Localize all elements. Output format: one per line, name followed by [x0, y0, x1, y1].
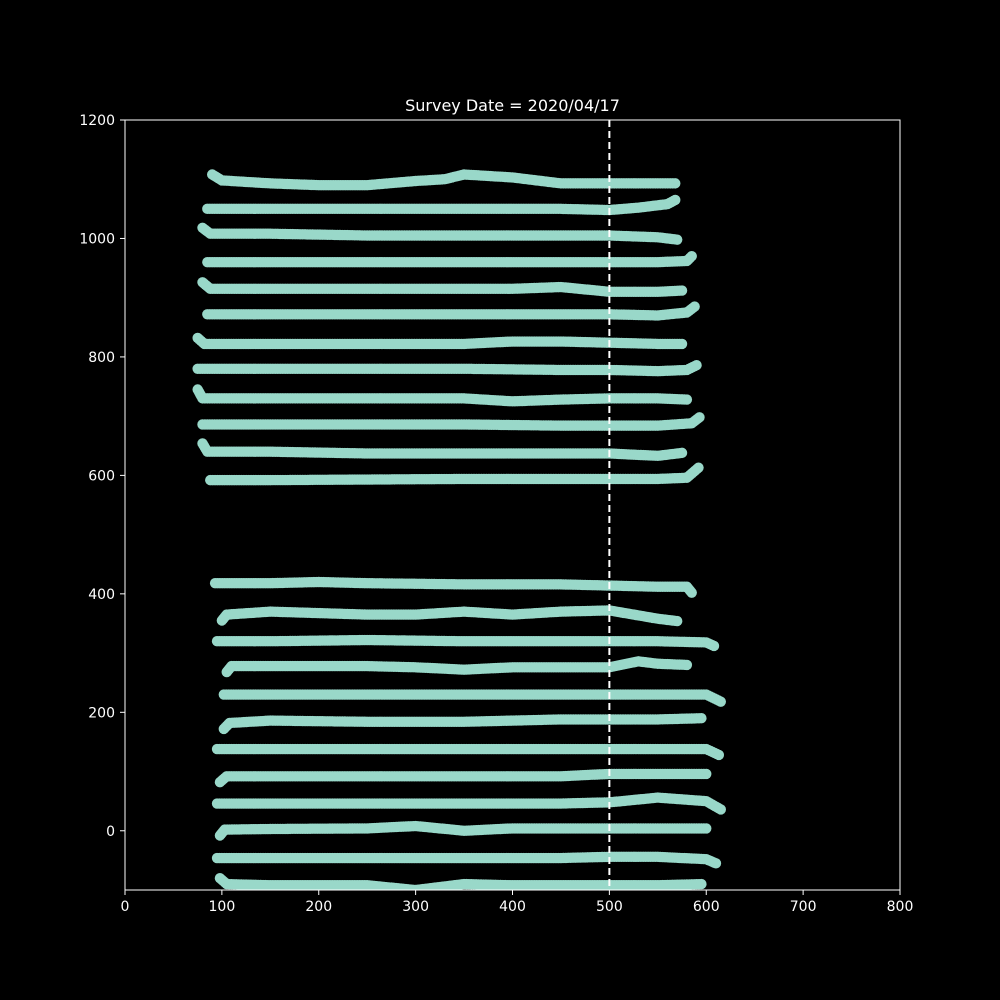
- data-point: [714, 750, 724, 760]
- data-point: [709, 641, 719, 651]
- x-tick-label: 500: [596, 899, 623, 915]
- data-point: [677, 285, 687, 295]
- y-tick-label: 1200: [79, 113, 115, 129]
- data-point: [696, 713, 706, 723]
- x-tick-label: 100: [209, 899, 236, 915]
- data-point: [701, 769, 711, 779]
- chart-title: Survey Date = 2020/04/17: [405, 96, 620, 115]
- y-tick-label: 0: [106, 824, 115, 840]
- data-point: [694, 412, 704, 422]
- y-tick-label: 400: [88, 587, 115, 603]
- data-point: [687, 251, 697, 261]
- data-point: [677, 339, 687, 349]
- data-point: [696, 879, 706, 889]
- data-point: [672, 234, 682, 244]
- data-point: [691, 360, 701, 370]
- x-tick-label: 300: [402, 899, 429, 915]
- data-point: [716, 696, 726, 706]
- data-point: [716, 804, 726, 814]
- x-tick-label: 0: [121, 899, 130, 915]
- data-point: [682, 394, 692, 404]
- data-point: [682, 660, 692, 670]
- y-tick-label: 800: [88, 350, 115, 366]
- x-tick-label: 700: [790, 899, 817, 915]
- y-tick-label: 1000: [79, 231, 115, 247]
- x-tick-label: 800: [887, 899, 914, 915]
- x-tick-label: 200: [305, 899, 332, 915]
- data-point: [670, 195, 680, 205]
- data-point: [711, 858, 721, 868]
- x-tick-label: 400: [499, 899, 526, 915]
- data-point: [677, 448, 687, 458]
- y-tick-label: 200: [88, 705, 115, 721]
- x-tick-label: 600: [693, 899, 720, 915]
- data-point: [701, 823, 711, 833]
- data-point: [687, 587, 697, 597]
- data-point: [689, 301, 699, 311]
- y-tick-label: 600: [88, 468, 115, 484]
- data-point: [670, 178, 680, 188]
- data-point: [693, 462, 703, 472]
- data-point: [672, 616, 682, 626]
